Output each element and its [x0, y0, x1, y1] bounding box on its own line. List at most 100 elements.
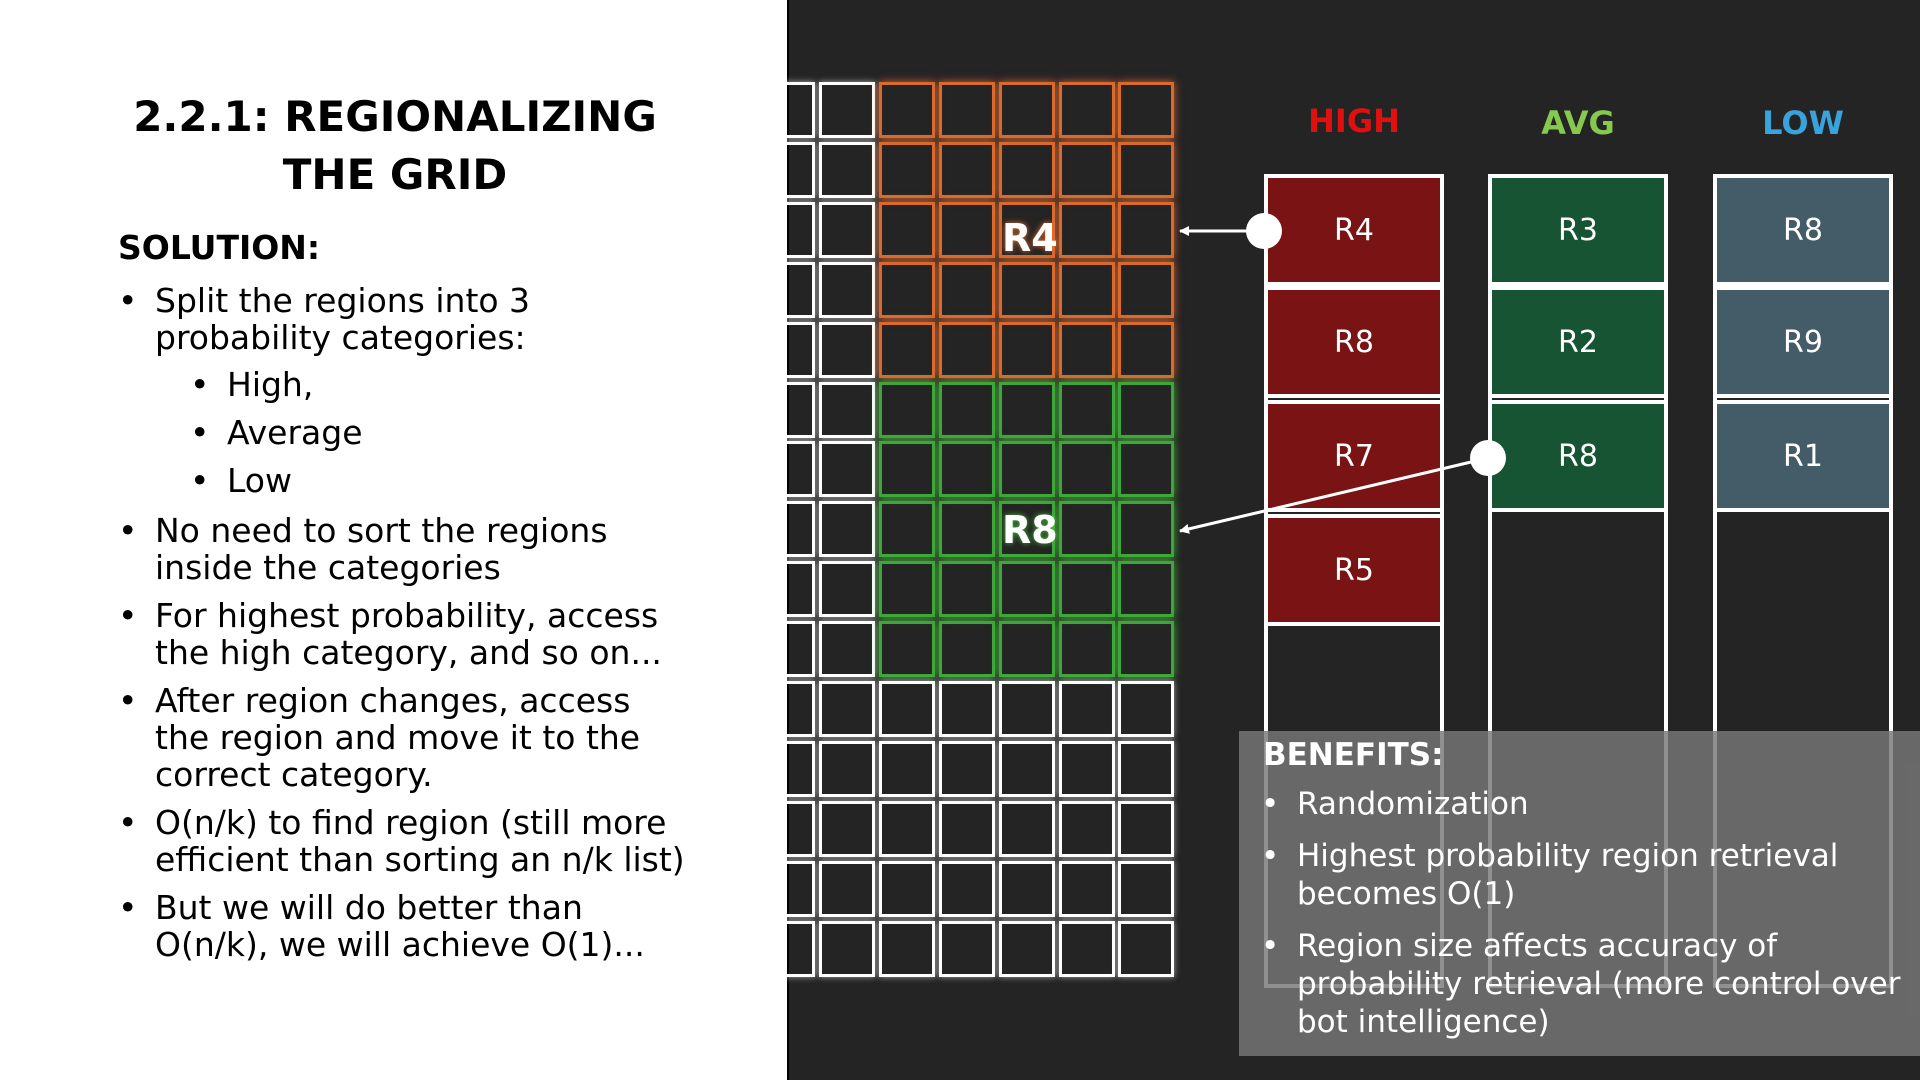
grid-cell [879, 801, 935, 857]
grid-cell-region-r4 [879, 322, 935, 378]
bullet-dot: • [190, 413, 210, 452]
grid-cell-region-r8 [1118, 621, 1174, 677]
grid-cell-region-r8 [1059, 561, 1115, 617]
benefit-randomization-line-1: Randomization [1297, 786, 1529, 822]
grid-cell [759, 142, 815, 198]
grid-cell-region-r8 [939, 441, 995, 497]
pointer-handle-high-r4[interactable] [1246, 213, 1282, 249]
grid-cell [999, 861, 1055, 917]
grid-cell [999, 741, 1055, 797]
grid-cell-region-r4 [879, 262, 935, 318]
benefit-retrieval-line-1: Highest probability region retrieval [1297, 838, 1839, 874]
grid-cell-region-r4 [1118, 262, 1174, 318]
grid-cell [819, 921, 875, 977]
grid-cell [759, 681, 815, 737]
bullet-better-line-1: But we will do better than [155, 888, 583, 927]
bullet-highest-line-2: the high category, and so on... [155, 633, 662, 672]
grid-cell [1059, 741, 1115, 797]
grid-cell [759, 262, 815, 318]
solution-heading: SOLUTION: [118, 228, 321, 267]
grid-cell-region-r4 [999, 322, 1055, 378]
bullet-dot: • [118, 596, 138, 635]
header-high: HIGH [1308, 102, 1400, 140]
benefit-region-size-line-3: bot intelligence) [1297, 1004, 1550, 1040]
high-slot: R5 [1264, 514, 1444, 626]
grid-cell-region-r4 [879, 142, 935, 198]
grid-cell [1118, 681, 1174, 737]
grid-cell-region-r8 [879, 621, 935, 677]
grid-cell [939, 741, 995, 797]
bullet-highest-line-1: For highest probability, access [155, 596, 659, 635]
grid-cell [1059, 681, 1115, 737]
grid-cell-region-r8 [1118, 382, 1174, 438]
bullet-find-line-2: efficient than sorting an n/k list) [155, 840, 685, 879]
grid-cell-region-r4 [939, 322, 995, 378]
grid-cell [1118, 921, 1174, 977]
bullet-better-line-2: O(n/k), we will achieve O(1)... [155, 925, 645, 964]
grid-cell-region-r4 [939, 142, 995, 198]
high-slot: R4 [1264, 174, 1444, 286]
header-low: LOW [1762, 104, 1844, 142]
grid-cell-region-r4 [999, 82, 1055, 138]
high-slot: R8 [1264, 286, 1444, 398]
bullet-split-line-1: Split the regions into 3 [155, 281, 531, 320]
grid-cell [939, 861, 995, 917]
bullet-split-line-2: probability categories: [155, 318, 526, 357]
grid-cell [939, 921, 995, 977]
grid-cell-region-r8 [939, 561, 995, 617]
avg-slot: R8 [1488, 400, 1668, 512]
grid-cell-region-r4 [1059, 142, 1115, 198]
sub-bullet-low-text: Low [227, 461, 292, 500]
grid-cell-region-r4 [1118, 322, 1174, 378]
grid-cell [759, 561, 815, 617]
pointer-handle-avg-r8[interactable] [1470, 440, 1506, 476]
grid-cell [879, 681, 935, 737]
region-r4-label: R4 [1002, 216, 1058, 260]
grid-cell [759, 801, 815, 857]
bullet-dot: • [118, 803, 138, 842]
grid-cell-region-r8 [879, 501, 935, 557]
grid-cell-region-r4 [1059, 82, 1115, 138]
grid-cell [939, 681, 995, 737]
grid-cell-region-r8 [879, 561, 935, 617]
grid-cell [879, 741, 935, 797]
avg-slot: R2 [1488, 286, 1668, 398]
sub-bullet-high-text: High, [227, 365, 314, 404]
grid-cell-region-r4 [1118, 82, 1174, 138]
grid-cell-region-r4 [999, 262, 1055, 318]
grid-cell [759, 621, 815, 677]
benefit-region-size-line-2: probability retrieval (more control over [1297, 966, 1901, 1002]
grid-cell-region-r4 [1059, 322, 1115, 378]
grid-cell [759, 501, 815, 557]
grid-cell [1059, 861, 1115, 917]
grid-cell [819, 441, 875, 497]
sub-bullet-average-text: Average [227, 413, 363, 452]
grid-cell-region-r4 [939, 202, 995, 258]
grid-cell-region-r8 [999, 561, 1055, 617]
header-avg: AVG [1541, 104, 1615, 142]
grid-cell [819, 861, 875, 917]
grid-cell-region-r4 [999, 142, 1055, 198]
grid-cell-region-r4 [939, 82, 995, 138]
avg-slot: R3 [1488, 174, 1668, 286]
benefits-heading: BENEFITS: [1263, 737, 1444, 773]
grid-cell-region-r8 [939, 501, 995, 557]
grid-cell [999, 681, 1055, 737]
bullet-dot: • [1261, 786, 1280, 822]
grid-cell-region-r4 [1118, 142, 1174, 198]
grid-cell [759, 82, 815, 138]
grid-cell-region-r8 [999, 621, 1055, 677]
grid-cell [759, 741, 815, 797]
bullet-dot: • [118, 681, 138, 720]
grid-cell-region-r4 [999, 202, 1055, 258]
grid-cell [819, 561, 875, 617]
bullet-after-change-line-3: correct category. [155, 755, 433, 794]
grid-cell [1059, 921, 1115, 977]
grid-cell [939, 801, 995, 857]
grid-cell [819, 262, 875, 318]
grid-cell [1118, 861, 1174, 917]
grid-cell [759, 382, 815, 438]
grid-cell [819, 142, 875, 198]
grid-cell [1059, 801, 1115, 857]
grid-cell-region-r8 [939, 382, 995, 438]
